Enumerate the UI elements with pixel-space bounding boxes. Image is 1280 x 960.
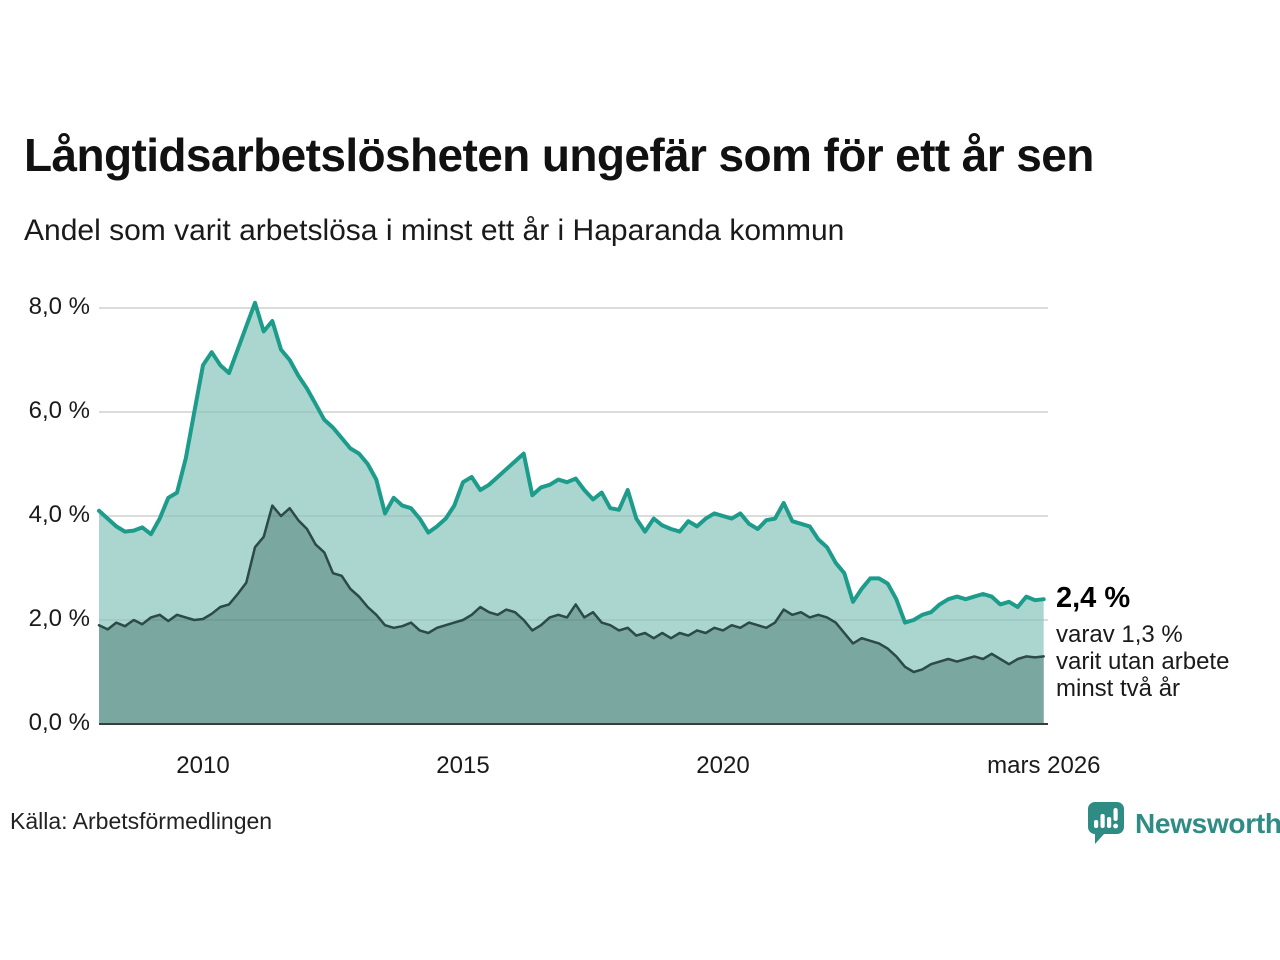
x-axis-label: 2010 <box>176 752 230 779</box>
end-value-total: 2,4 % <box>1056 582 1131 614</box>
series-area-2 <box>99 505 1044 724</box>
brand-logo: Newsworthy <box>1086 800 1280 848</box>
chart-title: Långtidsarbetslösheten ungefär som för e… <box>24 129 1094 181</box>
y-axis-label: 6,0 % <box>28 396 90 424</box>
y-axis-label: 0,0 % <box>28 708 90 736</box>
area-chart <box>97 300 1048 725</box>
brand-wordmark: Newsworthy <box>1135 808 1280 839</box>
end-value-detail-line: varit utan arbete <box>1056 648 1230 675</box>
source-caption: Källa: Arbetsförmedlingen <box>10 808 273 834</box>
x-axis-label: 2015 <box>436 752 490 779</box>
y-axis-label: 2,0 % <box>28 604 90 632</box>
end-value-annotation: 2,4 % varav 1,3 % varit utan arbete mins… <box>1056 582 1229 702</box>
end-value-detail-line: varav 1,3 % <box>1056 621 1183 648</box>
x-axis-label: mars 2026 <box>987 752 1101 779</box>
x-axis-label: 2020 <box>696 752 750 779</box>
end-value-detail-line: minst två år <box>1056 675 1181 702</box>
series-line-2 <box>97 504 1045 674</box>
y-axis-label: 8,0 % <box>28 292 90 320</box>
newsworthy-icon <box>1088 802 1124 844</box>
chart-subtitle: Andel som varit arbetslösa i minst ett å… <box>24 214 845 247</box>
series-line-1 <box>97 300 1046 625</box>
y-axis-label: 4,0 % <box>28 500 90 528</box>
